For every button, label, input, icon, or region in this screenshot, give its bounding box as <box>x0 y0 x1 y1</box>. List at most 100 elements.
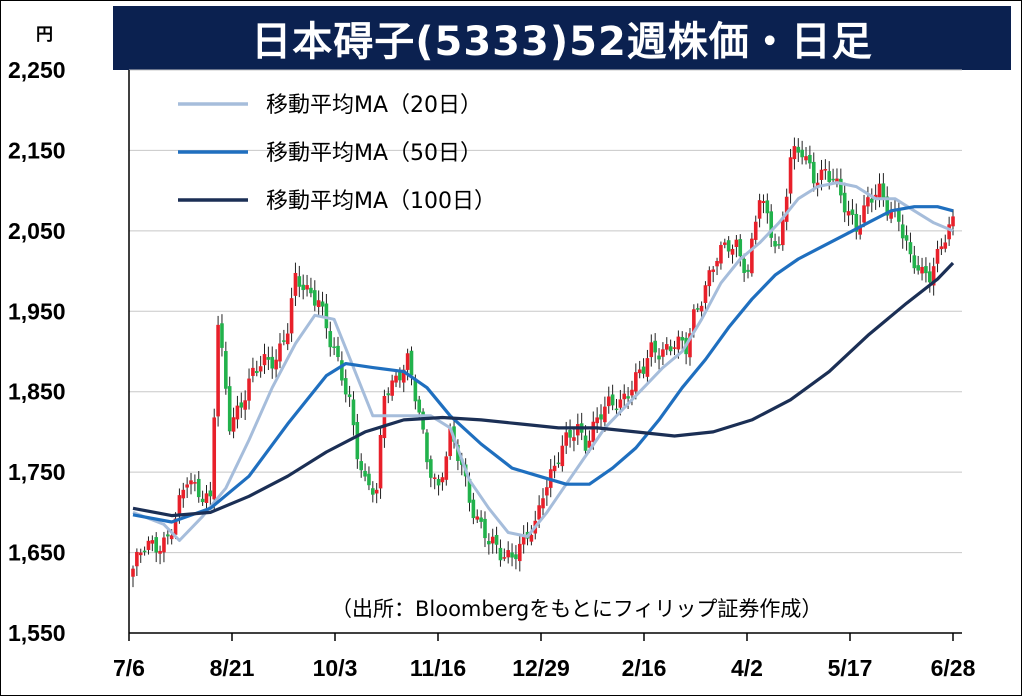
candle-body <box>564 432 569 446</box>
candle-body <box>750 238 754 274</box>
candle-body <box>146 540 151 550</box>
candle-body <box>285 333 290 345</box>
candle-body <box>823 169 828 171</box>
legend-label: 移動平均MA（50日） <box>266 141 482 166</box>
candle-body <box>881 183 886 199</box>
candle-body <box>231 417 236 432</box>
candle-body <box>757 200 762 219</box>
candle-body <box>862 205 866 223</box>
candle-body <box>900 224 905 239</box>
candle-body <box>738 239 743 257</box>
ma50-line <box>132 205 954 524</box>
candle-body <box>885 196 890 216</box>
x-tick-label: 2/16 <box>622 655 667 681</box>
candle-body <box>715 260 719 267</box>
candle-body <box>254 371 259 374</box>
candle-body <box>270 356 275 369</box>
candle-body <box>951 216 955 227</box>
candle-body <box>193 482 197 484</box>
candle-body <box>328 331 333 348</box>
candle-body <box>777 244 781 246</box>
candle-body <box>692 309 696 332</box>
candle-body <box>943 242 948 249</box>
candle-body <box>726 240 731 252</box>
candle-body <box>177 495 182 517</box>
candle-body <box>506 550 510 558</box>
candle-body <box>568 429 572 438</box>
candle-body <box>730 248 735 255</box>
chart-title: 日本碍子(5333)52週株価・日足 <box>113 6 1011 70</box>
candle-body <box>224 351 228 389</box>
y-tick-label: 1,950 <box>8 298 66 324</box>
candle-body <box>765 200 770 214</box>
candle-body <box>618 399 623 408</box>
candle-body <box>316 300 321 308</box>
candle-body <box>753 221 758 240</box>
candle-body <box>781 219 785 246</box>
candle-body <box>220 323 224 348</box>
x-tick-label: 12/29 <box>512 655 570 681</box>
candle-body <box>320 301 325 307</box>
candle-body <box>769 211 774 238</box>
candle-body <box>722 242 727 245</box>
candle-body <box>154 537 159 553</box>
candle-body <box>374 489 379 494</box>
candle-body <box>235 405 240 420</box>
candle-body <box>529 534 534 542</box>
candle-body <box>819 169 824 180</box>
candle-body <box>514 554 518 560</box>
candle-body <box>924 266 928 274</box>
candle-body <box>282 340 286 342</box>
candle-body <box>630 389 634 396</box>
x-tick-label: 4/2 <box>731 655 763 681</box>
candle-body <box>541 498 545 509</box>
candle-body <box>166 534 170 537</box>
candle-body <box>800 149 804 158</box>
candle-body <box>429 459 433 478</box>
candle-body <box>920 266 924 274</box>
candle-body <box>479 517 483 522</box>
candle-body <box>262 354 267 366</box>
candle-body <box>912 255 917 269</box>
candle-body <box>467 479 472 503</box>
candle-body <box>664 344 669 350</box>
candle-body <box>935 248 940 264</box>
legend-label: 移動平均MA（20日） <box>266 93 482 118</box>
candle-body <box>204 493 209 503</box>
candle-body <box>606 396 611 407</box>
candle-body <box>695 308 700 310</box>
candle-body <box>181 489 186 499</box>
candle-body <box>378 434 383 489</box>
candle-body <box>572 437 576 441</box>
candle-body <box>653 340 657 353</box>
candle-body <box>185 484 189 488</box>
candle-body <box>599 414 603 420</box>
candle-body <box>897 209 901 222</box>
candle-body <box>827 171 832 183</box>
candle-body <box>842 192 847 213</box>
candle-body <box>761 201 766 203</box>
y-tick-label: 2,050 <box>8 218 66 244</box>
candle-body <box>804 156 808 161</box>
candle-body <box>278 343 282 362</box>
candle-body <box>808 154 812 164</box>
candle-body <box>347 394 352 398</box>
candle-body <box>587 440 592 448</box>
candle-body <box>131 568 135 577</box>
candle-body <box>703 285 708 303</box>
candle-body <box>869 198 874 203</box>
candle-body <box>494 535 499 545</box>
candle-body <box>162 537 166 553</box>
candle-body <box>297 276 302 287</box>
candle-body <box>908 242 913 255</box>
candle-body <box>421 411 425 430</box>
candle-body <box>138 552 143 556</box>
candle-body <box>603 406 607 423</box>
candle-body <box>707 270 712 287</box>
x-tick-label: 11/16 <box>410 655 466 681</box>
candle-body <box>312 290 317 306</box>
candle-body <box>931 266 936 286</box>
x-tick-label: 6/28 <box>931 655 976 681</box>
candle-body <box>552 465 557 472</box>
